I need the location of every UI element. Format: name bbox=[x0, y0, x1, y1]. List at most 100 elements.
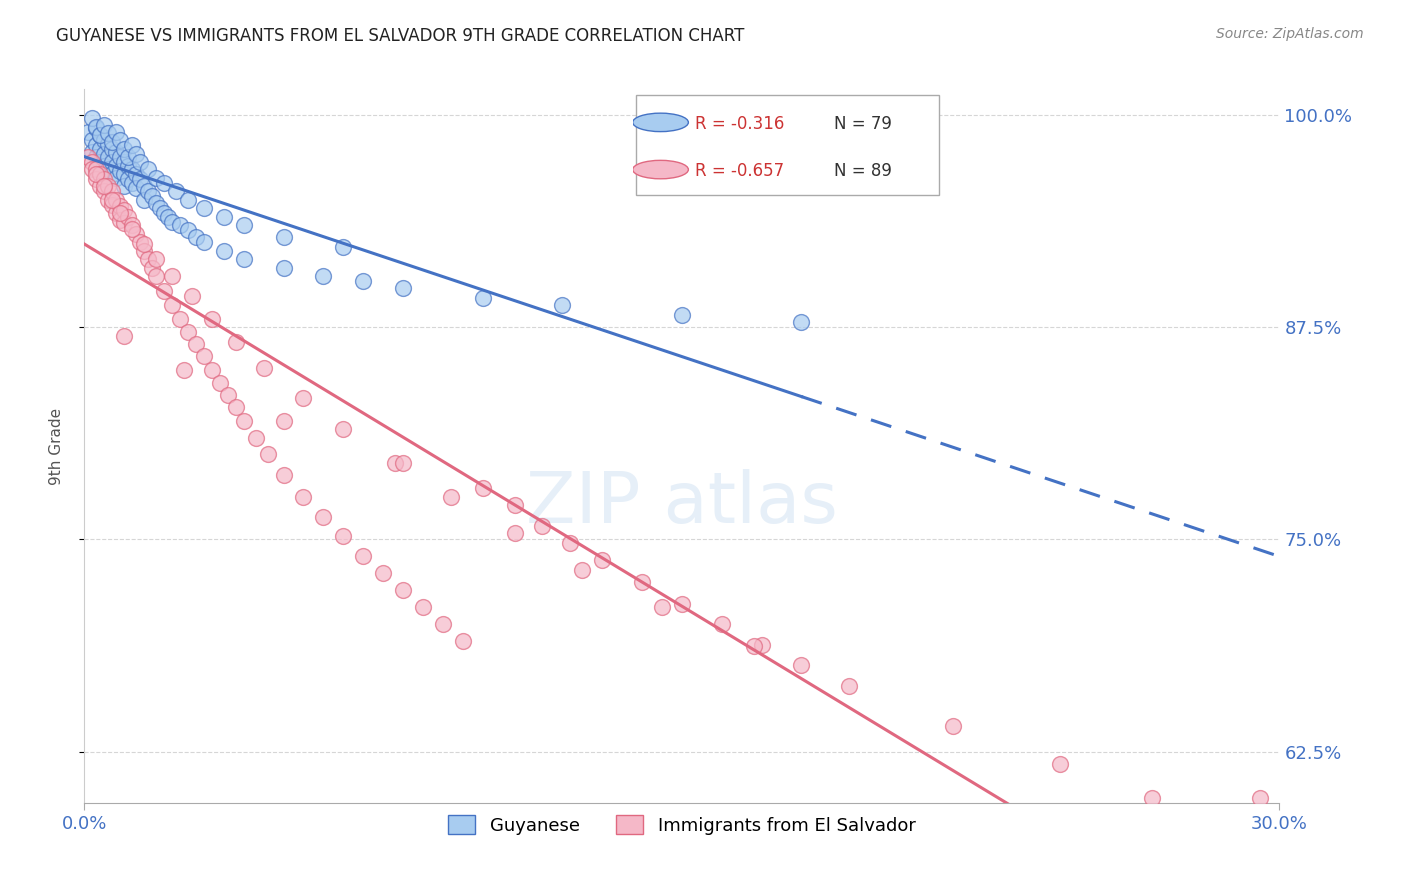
Point bbox=[392, 583, 415, 598]
Point bbox=[112, 167, 135, 181]
Point bbox=[89, 179, 111, 194]
Point bbox=[101, 142, 124, 156]
Point bbox=[551, 298, 574, 312]
Point bbox=[117, 172, 139, 186]
Point bbox=[153, 206, 176, 220]
Point bbox=[97, 136, 120, 151]
Point bbox=[292, 392, 315, 406]
Point bbox=[112, 179, 135, 194]
Point bbox=[193, 349, 215, 363]
Point bbox=[82, 162, 104, 177]
Point bbox=[93, 118, 115, 132]
Point bbox=[77, 125, 100, 139]
Point bbox=[571, 563, 593, 577]
Point bbox=[256, 448, 278, 462]
Point bbox=[1140, 790, 1163, 805]
Point bbox=[184, 230, 207, 244]
Point bbox=[181, 289, 204, 303]
Point bbox=[145, 252, 167, 266]
Point bbox=[173, 362, 195, 376]
Point bbox=[82, 145, 104, 159]
Point bbox=[121, 138, 143, 153]
Point bbox=[232, 218, 254, 232]
Point bbox=[217, 388, 239, 402]
Point bbox=[503, 525, 526, 540]
Point bbox=[225, 400, 247, 414]
Point bbox=[160, 298, 183, 312]
Point bbox=[352, 549, 374, 564]
Point bbox=[86, 121, 108, 136]
Point bbox=[177, 223, 200, 237]
Point bbox=[838, 679, 860, 693]
Point bbox=[671, 308, 693, 322]
Point bbox=[212, 210, 235, 224]
Point bbox=[86, 162, 108, 177]
Point bbox=[432, 617, 454, 632]
Point bbox=[77, 150, 100, 164]
Circle shape bbox=[633, 161, 689, 178]
Point bbox=[117, 210, 139, 224]
Point bbox=[89, 167, 111, 181]
Point bbox=[105, 159, 128, 173]
Point bbox=[101, 167, 124, 181]
Point bbox=[273, 230, 295, 244]
Point bbox=[86, 120, 108, 134]
Point bbox=[193, 235, 215, 249]
Point bbox=[169, 218, 191, 232]
Point bbox=[312, 269, 335, 284]
Point bbox=[125, 146, 148, 161]
Point bbox=[169, 311, 191, 326]
Text: R = -0.316: R = -0.316 bbox=[695, 115, 785, 133]
Point bbox=[273, 413, 295, 427]
Point bbox=[392, 281, 415, 295]
Point bbox=[790, 315, 813, 329]
Point bbox=[129, 235, 152, 249]
Point bbox=[89, 155, 111, 169]
Point bbox=[89, 142, 111, 156]
Point bbox=[201, 311, 224, 326]
Point bbox=[352, 274, 374, 288]
Point bbox=[97, 193, 120, 207]
Point bbox=[112, 202, 135, 217]
Point bbox=[110, 199, 132, 213]
Point bbox=[471, 291, 494, 305]
Point bbox=[93, 159, 115, 173]
Point bbox=[149, 201, 172, 215]
Point bbox=[136, 162, 159, 177]
Point bbox=[153, 285, 176, 299]
Point bbox=[531, 519, 554, 533]
Point bbox=[451, 634, 474, 648]
Point bbox=[184, 337, 207, 351]
Point bbox=[132, 193, 156, 207]
Point bbox=[105, 206, 128, 220]
Point bbox=[93, 133, 115, 147]
Point bbox=[1049, 756, 1071, 771]
Point bbox=[93, 146, 115, 161]
Point bbox=[384, 456, 406, 470]
Point bbox=[110, 150, 132, 164]
Point bbox=[132, 236, 156, 251]
FancyBboxPatch shape bbox=[636, 95, 939, 195]
Point bbox=[82, 155, 104, 169]
Point bbox=[136, 184, 159, 198]
Point bbox=[208, 376, 231, 391]
Point bbox=[136, 252, 159, 266]
Point bbox=[132, 244, 156, 258]
Point bbox=[129, 172, 152, 186]
Point bbox=[440, 490, 463, 504]
Point bbox=[110, 206, 132, 220]
Point bbox=[125, 180, 148, 194]
Point bbox=[245, 430, 267, 444]
Point bbox=[125, 227, 148, 241]
Point bbox=[471, 482, 494, 496]
Point bbox=[112, 155, 135, 169]
Point bbox=[110, 133, 132, 147]
Point bbox=[110, 163, 132, 178]
Point bbox=[273, 467, 295, 482]
Point bbox=[121, 218, 143, 232]
Point bbox=[93, 179, 115, 194]
Text: ZIP atlas: ZIP atlas bbox=[526, 468, 838, 538]
Point bbox=[253, 360, 276, 375]
Point bbox=[117, 150, 139, 164]
Point bbox=[86, 172, 108, 186]
